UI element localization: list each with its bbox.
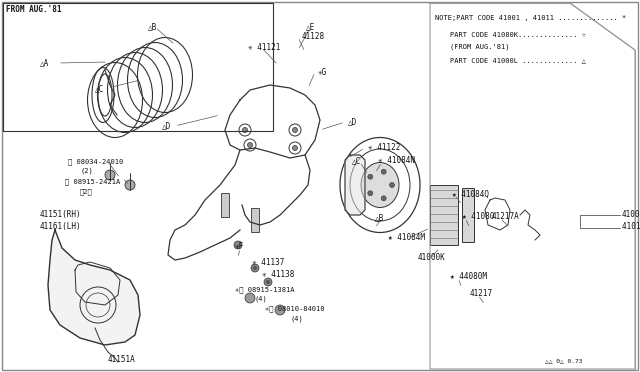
Polygon shape bbox=[345, 155, 365, 215]
Text: ✳ 41084N: ✳ 41084N bbox=[378, 156, 415, 165]
Polygon shape bbox=[48, 230, 140, 345]
Ellipse shape bbox=[361, 163, 399, 208]
Text: 41161(LH): 41161(LH) bbox=[40, 222, 82, 231]
Circle shape bbox=[251, 264, 259, 272]
Bar bbox=[462, 188, 474, 242]
Text: 41151A: 41151A bbox=[108, 355, 136, 364]
Circle shape bbox=[264, 278, 272, 286]
Text: △D: △D bbox=[162, 121, 172, 130]
Text: △B: △B bbox=[148, 22, 157, 31]
Text: 41217A: 41217A bbox=[492, 212, 520, 221]
Text: ★ 41084M: ★ 41084M bbox=[388, 233, 425, 242]
Text: △D: △D bbox=[348, 117, 357, 126]
Text: 41217: 41217 bbox=[470, 289, 493, 298]
Text: ✳ 41137: ✳ 41137 bbox=[252, 258, 284, 267]
Text: ★ 41084Q: ★ 41084Q bbox=[452, 190, 489, 199]
Text: ✳ⓜ 08915-1381A: ✳ⓜ 08915-1381A bbox=[235, 286, 294, 293]
Circle shape bbox=[266, 280, 270, 284]
Bar bbox=[251, 208, 259, 232]
Text: △A: △A bbox=[40, 58, 49, 67]
Circle shape bbox=[275, 305, 285, 315]
Text: △△ 0△ 0.73: △△ 0△ 0.73 bbox=[545, 358, 582, 363]
Text: FROM AUG.'81: FROM AUG.'81 bbox=[6, 5, 61, 14]
Text: (4): (4) bbox=[255, 296, 268, 302]
Text: 〈2〉: 〈2〉 bbox=[80, 188, 93, 195]
Circle shape bbox=[248, 142, 253, 148]
Text: (FROM AUG.'81): (FROM AUG.'81) bbox=[450, 44, 509, 51]
Text: ✳ 41122: ✳ 41122 bbox=[368, 143, 401, 152]
Text: △C: △C bbox=[352, 156, 361, 165]
Circle shape bbox=[292, 128, 298, 132]
Text: ⓜ 08915-2421A: ⓜ 08915-2421A bbox=[65, 178, 120, 185]
Text: 41000K: 41000K bbox=[418, 253, 445, 262]
Text: NOTE;PART CODE 41001 , 41011 .............. *: NOTE;PART CODE 41001 , 41011 ...........… bbox=[435, 15, 627, 21]
Circle shape bbox=[245, 293, 255, 303]
Text: △E: △E bbox=[306, 22, 316, 31]
Circle shape bbox=[234, 241, 242, 249]
Text: PART CODE 41000L ............. △: PART CODE 41000L ............. △ bbox=[450, 57, 586, 63]
Text: ✳Ⓑ 08010-84010: ✳Ⓑ 08010-84010 bbox=[265, 305, 324, 312]
Circle shape bbox=[292, 145, 298, 151]
Circle shape bbox=[105, 170, 115, 180]
Text: ★ 44080M: ★ 44080M bbox=[450, 272, 487, 281]
Text: ✳ 41121: ✳ 41121 bbox=[248, 43, 280, 52]
Text: ✳G: ✳G bbox=[318, 68, 327, 77]
Text: PART CODE 41080K.............. ☆: PART CODE 41080K.............. ☆ bbox=[450, 32, 586, 38]
Circle shape bbox=[368, 174, 372, 179]
Bar bbox=[430, 185, 458, 245]
Circle shape bbox=[125, 180, 135, 190]
Circle shape bbox=[368, 191, 372, 196]
Text: ★ 41080: ★ 41080 bbox=[462, 212, 494, 221]
Text: Ⓑ 08034-24010: Ⓑ 08034-24010 bbox=[68, 158, 124, 164]
Text: 41151(RH): 41151(RH) bbox=[40, 210, 82, 219]
Circle shape bbox=[381, 196, 386, 201]
Text: ✳F: ✳F bbox=[235, 242, 244, 251]
Text: ✳ 41138: ✳ 41138 bbox=[262, 270, 294, 279]
Text: 41128: 41128 bbox=[302, 32, 325, 41]
Text: (4): (4) bbox=[290, 315, 303, 321]
Text: △B: △B bbox=[375, 213, 384, 222]
Circle shape bbox=[390, 183, 394, 187]
Circle shape bbox=[381, 169, 386, 174]
Text: △C: △C bbox=[95, 84, 104, 93]
Circle shape bbox=[253, 266, 257, 270]
Text: 41010 (LH): 41010 (LH) bbox=[622, 222, 640, 231]
Text: 41000(RH): 41000(RH) bbox=[622, 210, 640, 219]
Circle shape bbox=[243, 128, 248, 132]
Bar bbox=[3, 3, 273, 131]
Text: (2): (2) bbox=[80, 168, 93, 174]
Bar bbox=[221, 193, 229, 217]
